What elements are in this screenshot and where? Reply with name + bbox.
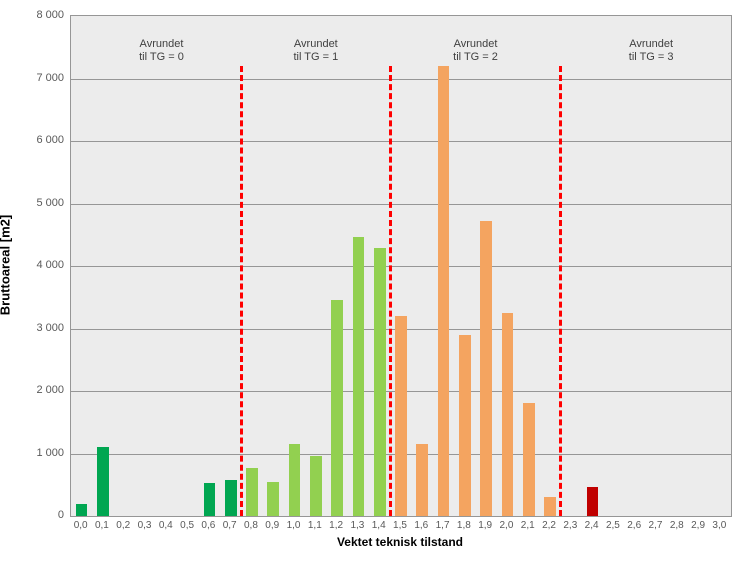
region-divider: [389, 66, 392, 516]
bar: [225, 480, 237, 516]
x-tick: 1,5: [393, 520, 407, 531]
x-tick: 1,9: [478, 520, 492, 531]
bar: [97, 447, 109, 516]
bar: [246, 468, 258, 516]
x-tick: 2,0: [499, 520, 513, 531]
bar: [523, 403, 535, 516]
bar: [480, 221, 492, 516]
x-tick: 0,5: [180, 520, 194, 531]
x-tick: 3,0: [712, 520, 726, 531]
bar: [310, 456, 322, 516]
x-tick: 0,4: [159, 520, 173, 531]
x-tick: 0,9: [265, 520, 279, 531]
y-tick: 5 000: [36, 197, 64, 209]
x-tick: 0,8: [244, 520, 258, 531]
region-divider: [240, 66, 243, 516]
bar: [544, 497, 556, 516]
bar: [353, 237, 365, 516]
x-tick: 2,6: [627, 520, 641, 531]
y-tick: 7 000: [36, 72, 64, 84]
region-label: Avrundettil TG = 3: [629, 38, 674, 64]
y-tick: 6 000: [36, 134, 64, 146]
chart-frame: Avrundettil TG = 0 Avrundettil TG = 1 Avru…: [10, 10, 739, 552]
gridline: [71, 204, 731, 205]
gridline: [71, 141, 731, 142]
bar: [76, 504, 88, 517]
x-tick: 2,1: [521, 520, 535, 531]
y-tick: 2 000: [36, 384, 64, 396]
plot-area: Avrundettil TG = 0 Avrundettil TG = 1 Avru…: [70, 15, 732, 517]
region-label: Avrundettil TG = 2: [453, 38, 498, 64]
bar: [204, 483, 216, 516]
x-tick: 2,7: [649, 520, 663, 531]
x-tick: 1,4: [372, 520, 386, 531]
bar: [502, 313, 514, 516]
region-label: Avrundettil TG = 0: [139, 38, 184, 64]
x-tick: 1,7: [436, 520, 450, 531]
x-tick: 0,0: [74, 520, 88, 531]
y-axis-label: Bruttoareal [m2]: [0, 215, 13, 315]
x-tick: 1,6: [414, 520, 428, 531]
y-tick: 1 000: [36, 447, 64, 459]
x-tick: 2,2: [542, 520, 556, 531]
x-axis: 0,0 0,1 0,2 0,3 0,4 0,5 0,6 0,7 0,8 0,9 1,0 1,1 1,2 1…: [70, 517, 730, 537]
bar: [438, 66, 450, 516]
x-tick: 2,3: [563, 520, 577, 531]
x-tick: 2,5: [606, 520, 620, 531]
y-tick: 0: [58, 509, 64, 521]
gridline: [71, 266, 731, 267]
x-tick: 1,1: [308, 520, 322, 531]
gridline: [71, 79, 731, 80]
x-tick: 1,8: [457, 520, 471, 531]
y-tick: 3 000: [36, 322, 64, 334]
x-tick: 1,0: [287, 520, 301, 531]
bar: [395, 316, 407, 516]
region-divider: [559, 66, 562, 516]
x-tick: 0,6: [201, 520, 215, 531]
bar: [331, 300, 343, 516]
x-tick: 2,9: [691, 520, 705, 531]
bar: [459, 335, 471, 516]
bar: [267, 482, 279, 516]
region-label: Avrundettil TG = 1: [293, 38, 338, 64]
bar: [374, 248, 386, 516]
x-tick: 0,1: [95, 520, 109, 531]
x-tick: 0,3: [138, 520, 152, 531]
x-tick: 1,3: [350, 520, 364, 531]
x-tick: 2,8: [670, 520, 684, 531]
x-tick: 0,2: [116, 520, 130, 531]
x-tick: 1,2: [329, 520, 343, 531]
y-tick: 4 000: [36, 259, 64, 271]
y-axis: Bruttoareal [m2] 01 0002 0003 0004 0005 …: [10, 15, 68, 515]
x-tick: 2,4: [585, 520, 599, 531]
bar: [587, 487, 599, 516]
x-axis-label: Vektet teknisk tilstand: [70, 535, 730, 549]
bar: [416, 444, 428, 516]
bar: [289, 444, 301, 516]
x-tick: 0,7: [223, 520, 237, 531]
y-tick: 8 000: [36, 9, 64, 21]
